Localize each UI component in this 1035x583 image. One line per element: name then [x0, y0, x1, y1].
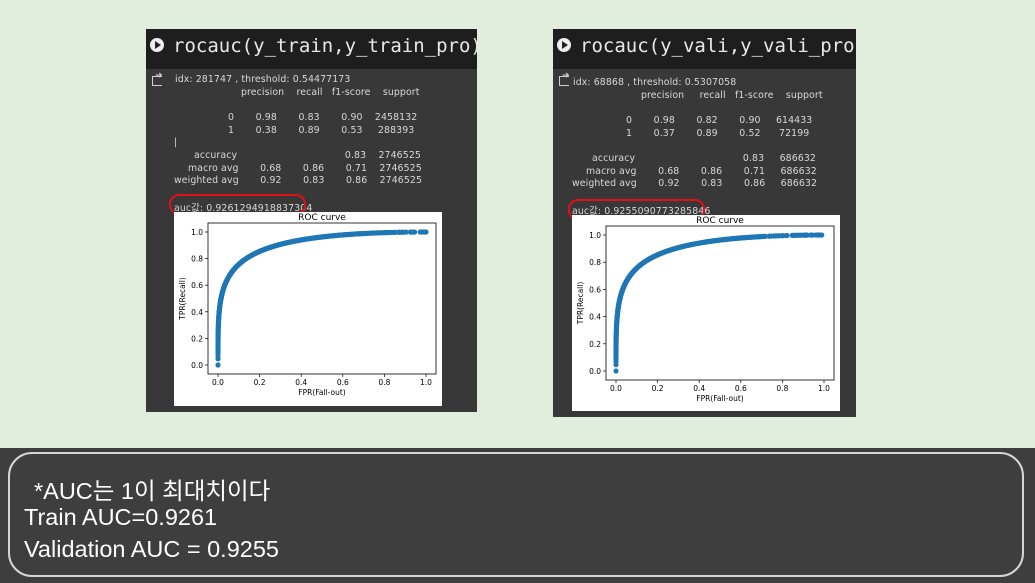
x-tick-label: 1.0 — [818, 384, 830, 393]
y-tick-label: 0.8 — [191, 255, 203, 264]
idx-threshold-line: idx: 281747 , threshold: 0.54477173 — [175, 74, 350, 85]
x-tick-label: 0.0 — [610, 384, 622, 393]
code-text[interactable]: rocauc(y_vali,y_vali_pro) — [580, 35, 866, 57]
roc-chart-validation: ROC curve 0.0 0.0 0.2 0.2 0.4 0.4 0.6 0.6 0.8 0.8 1… — [572, 215, 840, 411]
x-tick-label: 0.4 — [693, 384, 705, 393]
y-tick-label: 1.0 — [191, 228, 203, 237]
y-tick-label: 0.0 — [589, 367, 601, 376]
y-tick-label: 0.4 — [589, 313, 601, 322]
notes-box: *AUC는 1이 최대치이다 Train AUC=0.9261 Validati… — [8, 452, 1024, 577]
x-tick-label: 0.2 — [254, 378, 266, 387]
report-row-0: 0 0.98 0.83 0.90 2458132 — [228, 112, 417, 123]
roc-point — [819, 232, 824, 237]
y-tick-label: 0.6 — [589, 285, 601, 294]
note-train-auc: Train AUC=0.9261 — [24, 504, 217, 531]
x-tick-label: 0.2 — [652, 384, 664, 393]
report-macro-avg: macro avg 0.68 0.86 0.71 686632 — [586, 166, 817, 177]
code-input-bar[interactable]: rocauc(y_vali,y_vali_pro) — [553, 29, 856, 69]
y-tick-label: 0.2 — [191, 334, 203, 343]
x-tick-label: 0.6 — [337, 378, 349, 387]
axes-frame — [208, 223, 436, 374]
roc-chart-train: ROC curve 0.0 0.0 0.2 0.2 0.4 0.4 0.6 0.6 0.8 0.8 1… — [174, 212, 442, 406]
roc-plot-validation: ROC curve 0.0 0.0 0.2 0.2 0.4 0.4 0.6 0.6 0.8 0.8 1… — [572, 215, 840, 411]
note-validation-auc: Validation AUC = 0.9255 — [24, 536, 279, 563]
report-row-0: 0 0.98 0.82 0.90 614433 — [626, 115, 812, 126]
report-weighted-avg: weighted avg 0.92 0.83 0.86 2746525 — [174, 175, 422, 186]
x-tick-label: 1.0 — [420, 378, 432, 387]
x-tick-label: 0.4 — [295, 378, 307, 387]
y-axis-label: TPR(Recall) — [178, 277, 187, 321]
x-tick-label: 0.8 — [378, 378, 390, 387]
roc-point — [215, 362, 220, 367]
x-axis-label: FPR(Fall-out) — [696, 394, 743, 403]
x-tick-label: 0.6 — [735, 384, 747, 393]
run-cell-button[interactable] — [557, 38, 571, 52]
x-axis-label: FPR(Fall-out) — [298, 388, 345, 397]
code-text[interactable]: rocauc(y_train,y_train_pro) — [173, 35, 482, 57]
report-row-1: 1 0.38 0.89 0.53 288393 — [228, 125, 414, 136]
idx-threshold-line: idx: 68868 , threshold: 0.5307058 — [573, 77, 736, 88]
report-header: precision recall f1-score support — [241, 87, 420, 98]
report-weighted-avg: weighted avg 0.92 0.83 0.86 686632 — [572, 178, 817, 189]
report-row-1: 1 0.37 0.89 0.52 72199 — [626, 128, 809, 139]
roc-point — [784, 233, 789, 238]
chart-title: ROC curve — [696, 216, 744, 226]
output-clear-icon[interactable] — [152, 76, 162, 86]
roc-point — [613, 368, 618, 373]
note-auc-max: *AUC는 1이 최대치이다 — [34, 472, 270, 506]
x-tick-label: 0.0 — [212, 378, 224, 387]
chart-title: ROC curve — [298, 213, 346, 223]
notebook-cell-validation: rocauc(y_vali,y_vali_pro) idx: 68868 , t… — [553, 29, 856, 417]
roc-plot-train: ROC curve 0.0 0.0 0.2 0.2 0.4 0.4 0.6 0.6 0.8 0.8 1… — [174, 212, 442, 406]
y-tick-label: 1.0 — [589, 231, 601, 240]
cursor-mark: | — [174, 137, 177, 148]
y-tick-label: 0.6 — [191, 281, 203, 290]
y-tick-label: 0.4 — [191, 308, 203, 317]
output-clear-icon[interactable] — [559, 76, 569, 86]
y-axis-label: TPR(Recall) — [576, 282, 585, 326]
code-input-bar[interactable]: rocauc(y_train,y_train_pro) — [146, 29, 477, 69]
report-accuracy: accuracy 0.83 686632 — [592, 153, 816, 164]
y-tick-label: 0.0 — [191, 361, 203, 370]
roc-point — [412, 229, 417, 234]
roc-point — [423, 229, 428, 234]
axes-frame — [606, 226, 834, 380]
report-header: precision recall f1-score support — [641, 90, 823, 101]
notebook-cell-train: rocauc(y_train,y_train_pro) idx: 281747 … — [146, 29, 477, 412]
run-cell-button[interactable] — [150, 38, 164, 52]
y-tick-label: 0.8 — [589, 258, 601, 267]
x-tick-label: 0.8 — [776, 384, 788, 393]
y-tick-label: 0.2 — [589, 340, 601, 349]
report-macro-avg: macro avg 0.68 0.86 0.71 2746525 — [188, 163, 422, 174]
report-accuracy: accuracy 0.83 2746525 — [194, 150, 421, 161]
